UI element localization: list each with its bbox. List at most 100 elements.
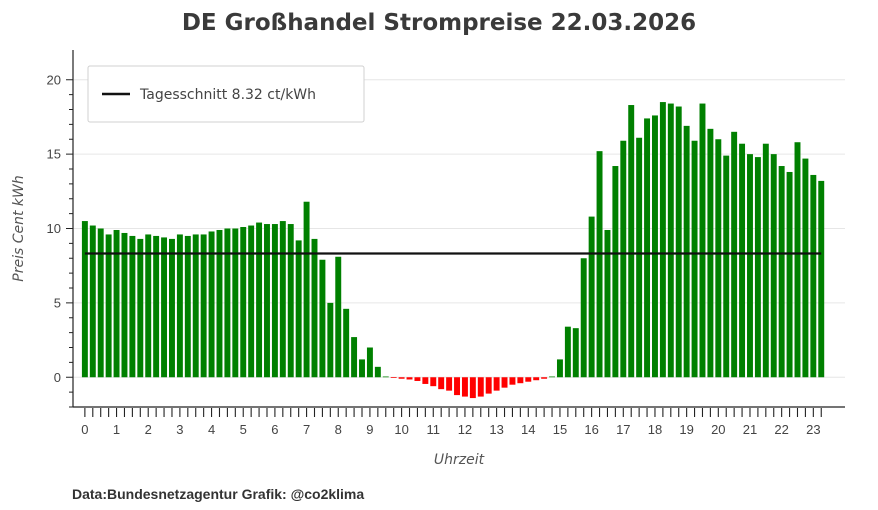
bar xyxy=(374,366,381,378)
bar xyxy=(113,229,120,378)
bar xyxy=(509,377,516,385)
bar xyxy=(271,224,278,378)
x-tick-label: 2 xyxy=(145,422,152,437)
bar xyxy=(303,201,310,378)
bar xyxy=(430,377,437,387)
bar xyxy=(636,137,643,378)
bar xyxy=(493,377,500,391)
x-tick-label: 14 xyxy=(521,422,535,437)
bar xyxy=(596,151,603,378)
bars xyxy=(81,102,825,399)
bar xyxy=(89,225,96,378)
bar xyxy=(699,103,706,378)
x-tick-label: 22 xyxy=(774,422,788,437)
bar xyxy=(232,228,239,378)
bar xyxy=(747,154,753,378)
source-credit: Data:Bundesnetzagentur Grafik: @co2klima xyxy=(72,486,365,502)
bar xyxy=(446,377,453,391)
bar xyxy=(406,377,413,380)
bar xyxy=(517,377,524,384)
x-tick-label: 3 xyxy=(176,422,183,437)
y-tick-label: 5 xyxy=(54,295,61,310)
bar xyxy=(184,235,191,378)
bar xyxy=(541,377,548,379)
bar xyxy=(351,337,358,378)
x-tick-label: 12 xyxy=(458,422,472,437)
bar xyxy=(422,377,429,384)
bar xyxy=(477,377,484,397)
bar xyxy=(533,377,540,381)
x-tick-label: 1 xyxy=(113,422,120,437)
bar xyxy=(192,234,199,378)
bar xyxy=(81,221,88,378)
x-tick-label: 10 xyxy=(394,422,408,437)
bar xyxy=(137,238,144,378)
bar xyxy=(454,377,460,396)
x-tick-label: 8 xyxy=(335,422,342,437)
bar xyxy=(604,229,611,378)
bar xyxy=(327,302,334,378)
bar xyxy=(588,216,595,378)
bar xyxy=(652,115,658,378)
y-tick-label: 10 xyxy=(47,221,61,236)
bar xyxy=(525,377,532,382)
bar xyxy=(675,106,682,378)
bar xyxy=(620,140,627,378)
x-tick-label: 6 xyxy=(271,422,278,437)
x-tick-label: 7 xyxy=(303,422,310,437)
bar xyxy=(97,228,104,378)
bar xyxy=(240,227,247,378)
bar xyxy=(248,225,255,378)
bar xyxy=(762,143,769,378)
bar xyxy=(485,377,492,394)
bar xyxy=(287,224,294,378)
bar xyxy=(256,222,263,378)
y-axis-label: Preis Cent kWh xyxy=(11,175,27,281)
bar xyxy=(628,105,635,378)
bar xyxy=(414,377,421,381)
bar xyxy=(161,237,168,378)
bar xyxy=(469,377,476,399)
bar xyxy=(810,174,817,378)
y-tick-label: 20 xyxy=(47,72,61,87)
x-tick-label: 20 xyxy=(711,422,725,437)
legend-label: Tagesschnitt 8.32 ct/kWh xyxy=(139,87,316,103)
x-axis-label: Uhrzeit xyxy=(434,452,485,468)
bar xyxy=(216,229,223,378)
bar xyxy=(754,157,761,378)
x-tick-label: 17 xyxy=(616,422,630,437)
bar xyxy=(176,234,183,378)
bar xyxy=(723,155,730,378)
legend-box xyxy=(87,65,365,123)
bar xyxy=(398,377,405,379)
bar xyxy=(264,224,270,378)
bar xyxy=(818,180,825,378)
bar xyxy=(390,377,397,378)
bar xyxy=(667,103,674,378)
bar xyxy=(121,232,128,378)
x-tick-label: 16 xyxy=(584,422,598,437)
bar xyxy=(794,142,801,378)
bar xyxy=(105,234,112,378)
bar xyxy=(319,259,326,378)
bar xyxy=(572,328,579,378)
x-tick-label: 9 xyxy=(366,422,373,437)
x-tick-label: 0 xyxy=(81,422,88,437)
bar xyxy=(169,238,175,378)
x-tick-label: 19 xyxy=(679,422,693,437)
bar xyxy=(564,326,571,378)
bar xyxy=(691,140,698,378)
bar xyxy=(715,139,722,378)
x-tick-label: 4 xyxy=(208,422,215,437)
bar xyxy=(145,234,152,378)
bar xyxy=(153,235,160,378)
bar xyxy=(295,240,302,378)
x-tick-label: 18 xyxy=(648,422,662,437)
bar xyxy=(556,359,563,378)
x-tick-label: 23 xyxy=(806,422,820,437)
bar xyxy=(549,376,556,378)
bar xyxy=(770,154,777,378)
chart-title: DE Großhandel Strompreise 22.03.2026 xyxy=(181,10,697,36)
bar xyxy=(739,143,746,378)
